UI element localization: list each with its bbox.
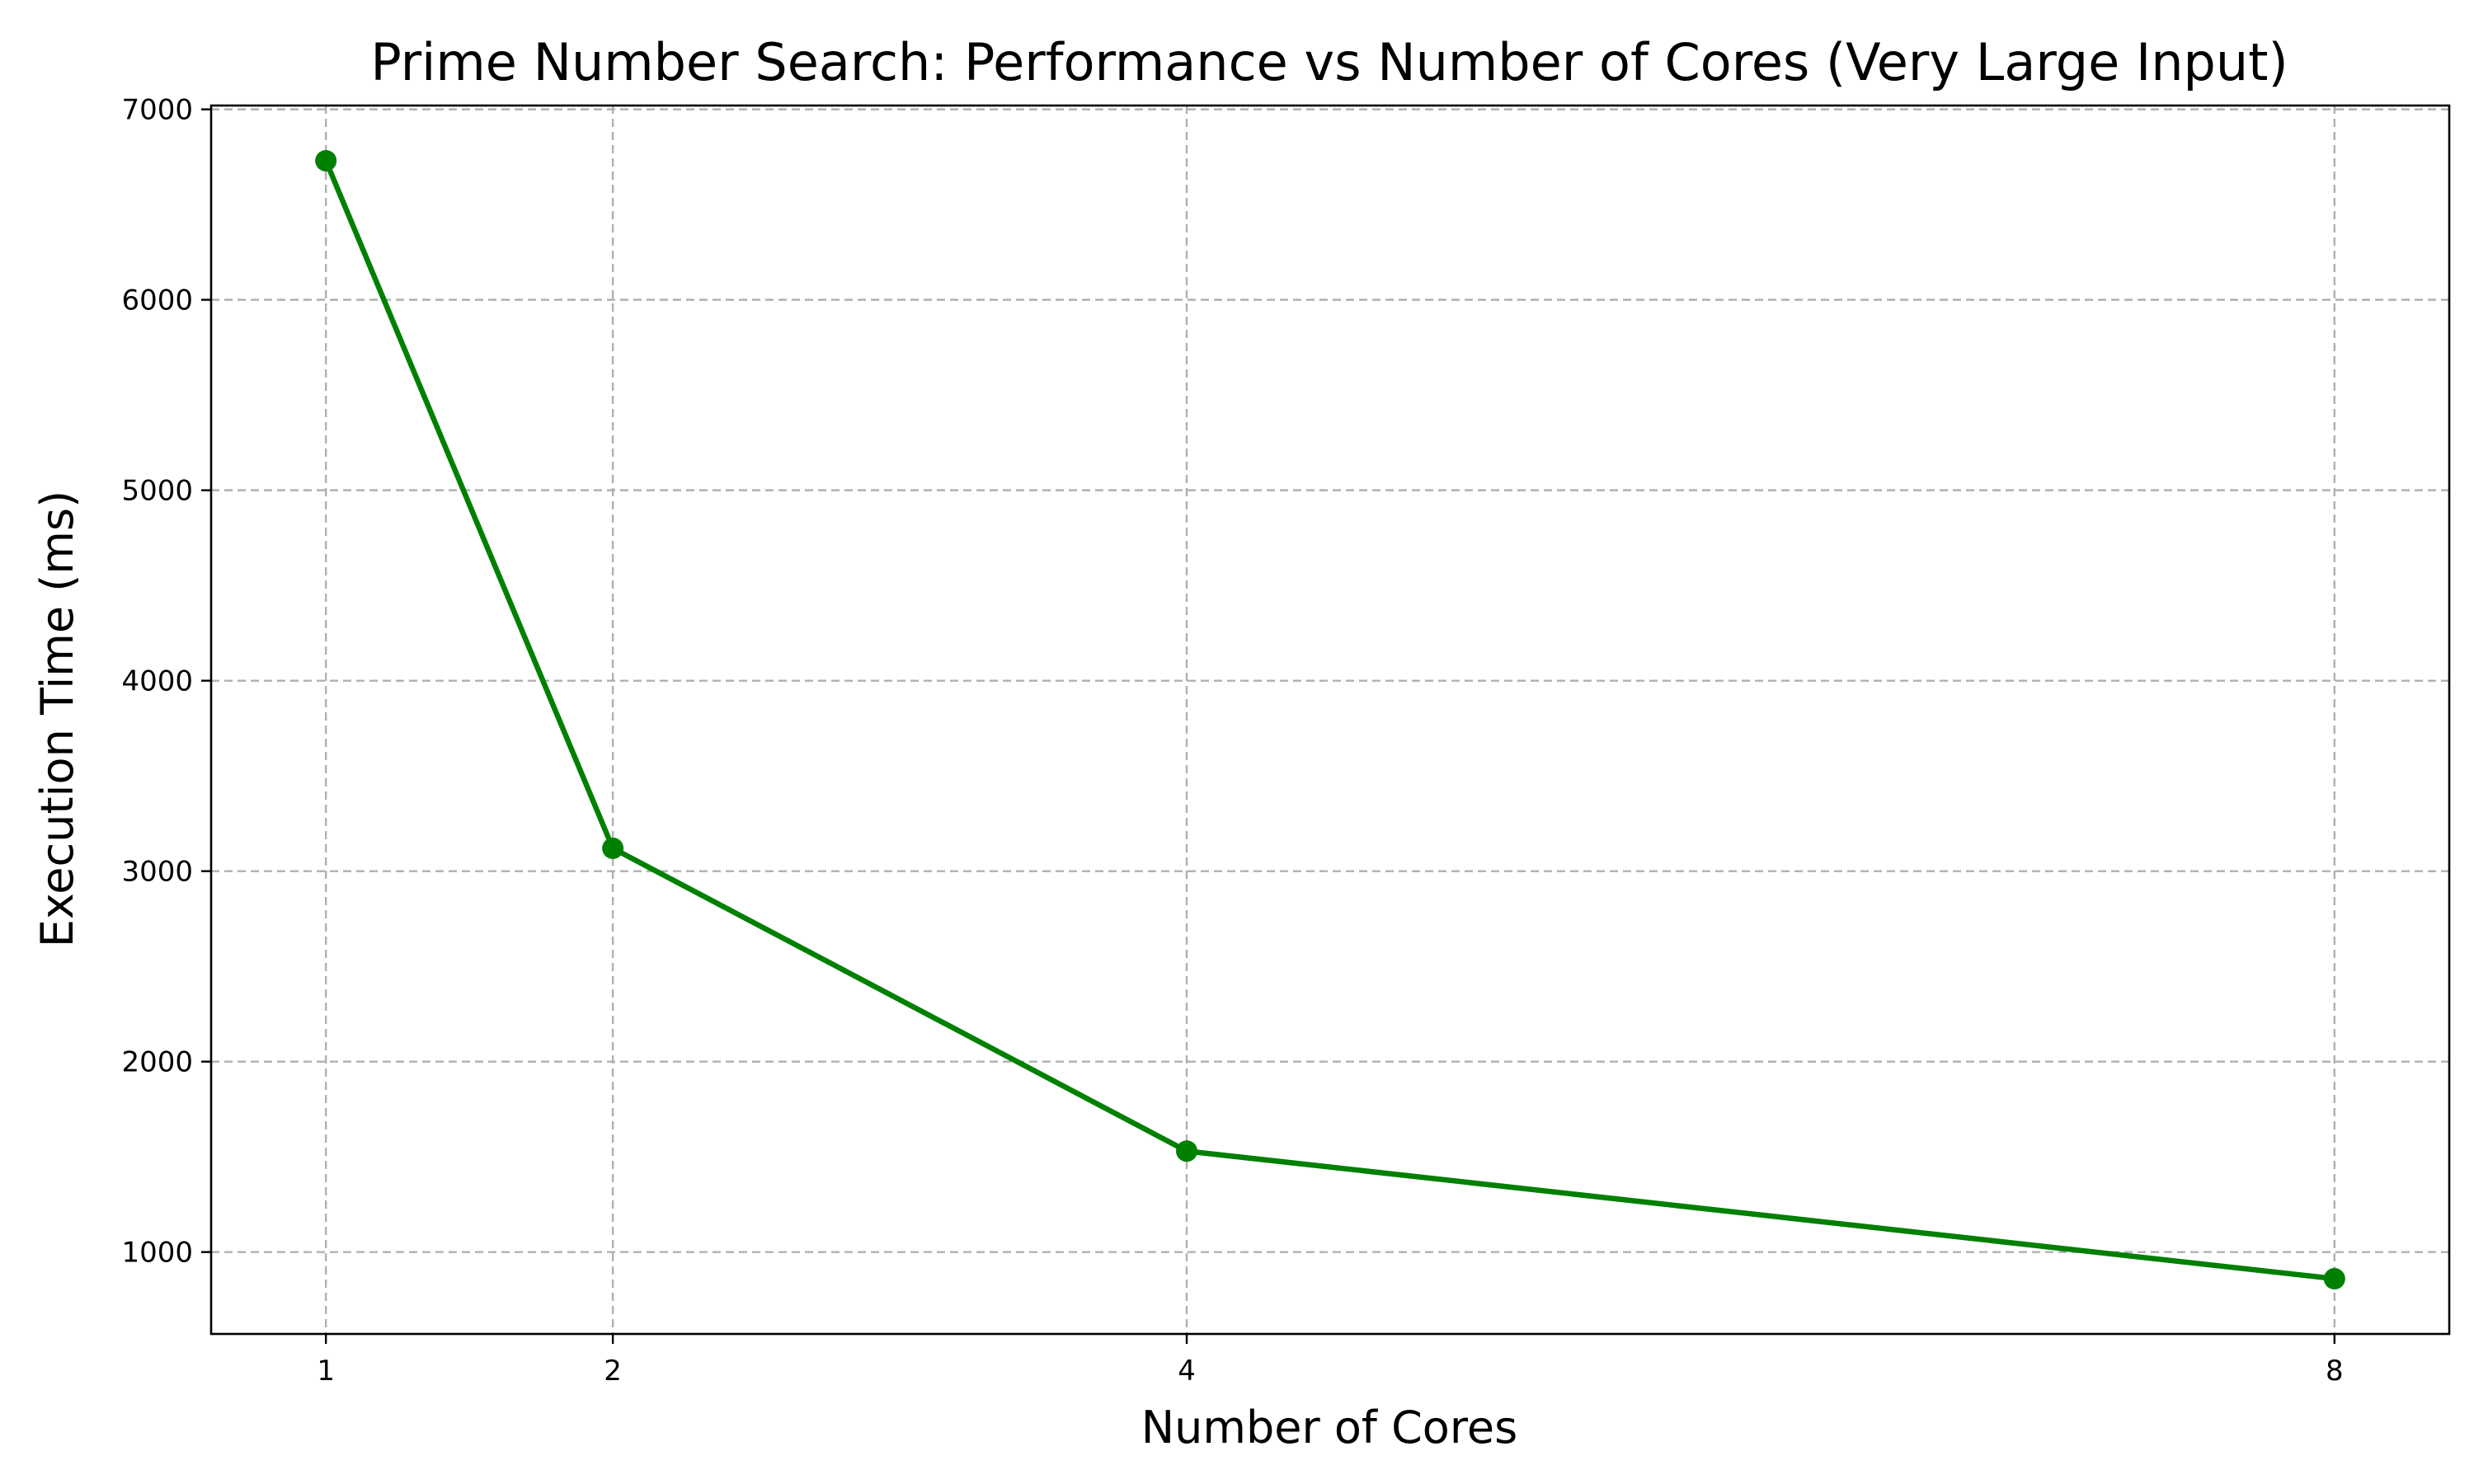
- data-point: [315, 149, 337, 171]
- ticks: 1 2 4 8 1000 2000 3000 4000 5000 6000 7000: [121, 94, 2343, 1388]
- data-point: [2323, 1268, 2345, 1290]
- x-axis-label: Number of Cores: [1141, 1402, 1517, 1453]
- x-tick-label: 2: [604, 1355, 622, 1388]
- x-tick-label: 8: [2326, 1355, 2344, 1388]
- y-axis-label: Execution Time (ms): [31, 491, 83, 947]
- y-tick-label: 2000: [121, 1046, 193, 1079]
- series-layer: [315, 149, 2345, 1290]
- data-point: [602, 837, 624, 859]
- y-tick-label: 3000: [121, 856, 193, 889]
- y-tick-label: 6000: [121, 284, 193, 317]
- axes-frame: [209, 104, 2451, 1336]
- y-tick-label: 5000: [121, 475, 193, 508]
- y-tick-label: 7000: [121, 94, 193, 127]
- series-line: [322, 157, 2338, 1282]
- chart-title: Prime Number Search: Performance vs Numb…: [370, 32, 2288, 92]
- y-tick-label: 4000: [121, 665, 193, 698]
- data-point: [1176, 1140, 1198, 1162]
- y-tick-label: 1000: [121, 1237, 193, 1270]
- x-tick-label: 4: [1178, 1355, 1196, 1388]
- x-tick-label: 1: [317, 1355, 335, 1388]
